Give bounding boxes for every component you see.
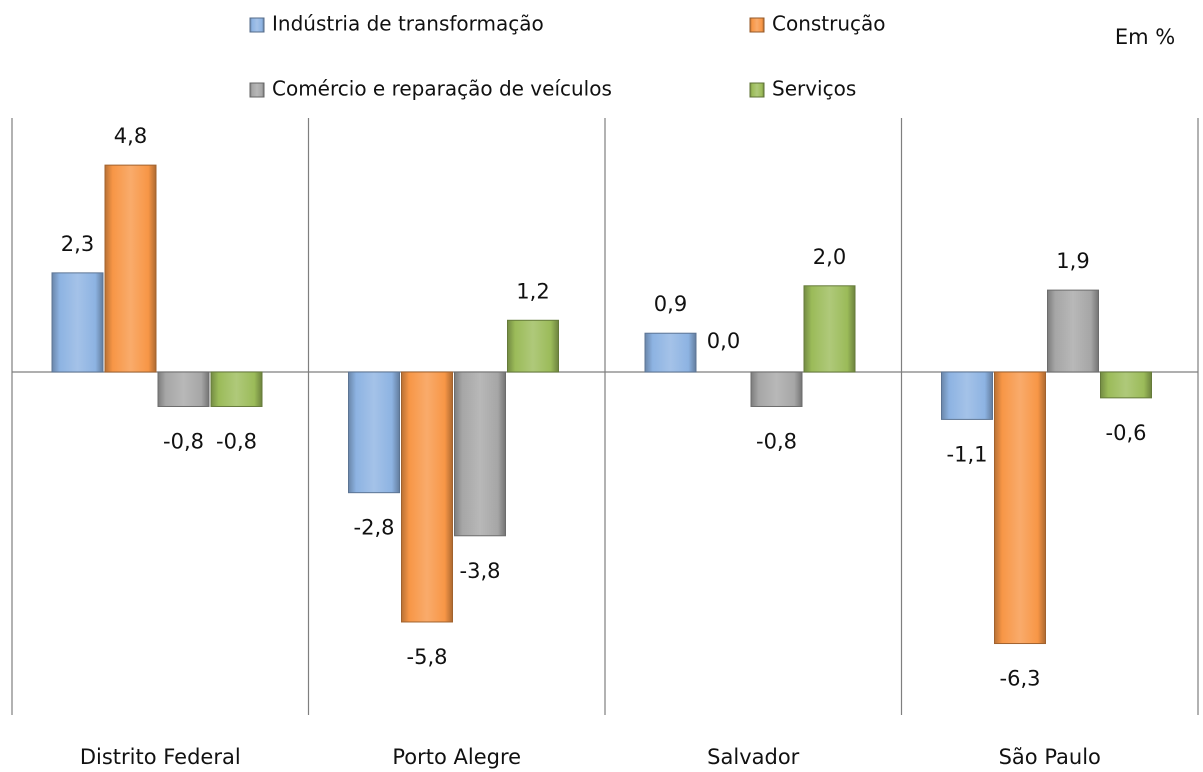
legend-label: Construção — [772, 12, 886, 36]
legend-swatch — [249, 82, 265, 98]
x-tick-label: São Paulo — [999, 745, 1101, 769]
x-tick-label: Salvador — [707, 745, 800, 769]
value-label: 4,8 — [114, 124, 147, 148]
value-label: -0,8 — [216, 429, 257, 453]
legend-label: Serviços — [772, 77, 856, 101]
value-label: 1,2 — [516, 279, 549, 303]
legend-swatch — [249, 17, 265, 33]
x-tick-label: Distrito Federal — [80, 745, 241, 769]
bar — [348, 371, 400, 494]
value-label: 1,9 — [1056, 249, 1089, 273]
legend-label: Comércio e reparação de veículos — [272, 77, 612, 101]
value-label: -5,8 — [407, 645, 448, 669]
value-label: -6,3 — [1000, 667, 1041, 691]
value-label: 2,0 — [813, 245, 846, 269]
bar — [803, 285, 856, 373]
value-label: -0,8 — [756, 429, 797, 453]
x-tick-label: Porto Alegre — [392, 745, 521, 769]
bar — [1047, 289, 1099, 373]
value-label: -3,8 — [460, 559, 501, 583]
legend-label: Indústria de transformação — [272, 12, 544, 36]
bar — [104, 164, 157, 373]
bar — [210, 371, 263, 407]
value-label: -2,8 — [354, 516, 395, 540]
bar — [454, 371, 506, 537]
bar — [401, 371, 453, 623]
bar — [507, 319, 559, 373]
bar — [51, 272, 104, 373]
value-label: 0,0 — [707, 329, 740, 353]
value-label: 2,3 — [61, 232, 94, 256]
legend-swatch — [749, 82, 765, 98]
bar — [157, 371, 210, 407]
bar — [941, 371, 993, 420]
unit-annotation: Em % — [1115, 25, 1175, 49]
value-label: -1,1 — [947, 442, 988, 466]
legend-swatch — [749, 17, 765, 33]
value-label: -0,6 — [1106, 421, 1147, 445]
value-label: -0,8 — [163, 429, 204, 453]
bar — [750, 371, 803, 407]
bar — [1100, 371, 1152, 399]
value-label: 0,9 — [654, 292, 687, 316]
bar — [994, 371, 1046, 645]
bar — [644, 332, 697, 373]
